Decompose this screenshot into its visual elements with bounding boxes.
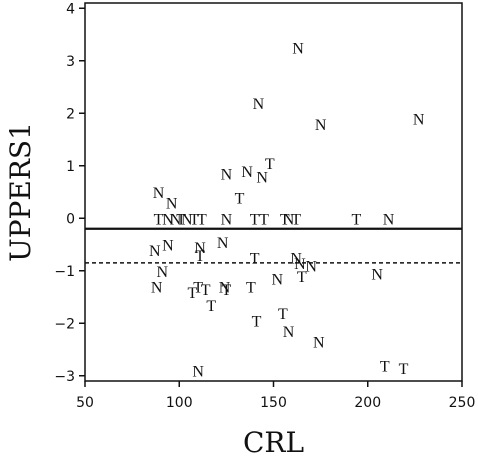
point-marker-n: N: [241, 164, 253, 181]
x-axis-title: CRL: [243, 426, 304, 459]
point-marker-t: T: [235, 190, 245, 207]
point-marker-n: N: [383, 211, 395, 228]
point-marker-t: T: [278, 306, 288, 323]
point-marker-n: N: [181, 211, 193, 228]
point-marker-t: T: [189, 211, 199, 228]
x-tick-label: 200: [354, 395, 381, 411]
point-marker-t: T: [297, 269, 307, 286]
x-tick-label: 150: [260, 395, 287, 411]
point-marker-n: N: [305, 259, 317, 276]
y-tick-label: 1: [66, 159, 75, 175]
y-tick-label: 2: [66, 106, 75, 122]
point-marker-n: N: [192, 364, 204, 381]
y-tick-label: 0: [66, 211, 75, 227]
y-axis-title: UPPERS1: [4, 122, 37, 262]
point-marker-n: N: [153, 185, 165, 202]
point-marker-n: N: [162, 211, 174, 228]
y-tick-label: 3: [66, 54, 75, 70]
point-marker-t: T: [246, 280, 256, 297]
x-tick-label: 100: [166, 395, 193, 411]
point-marker-t: T: [250, 251, 260, 268]
point-marker-n: N: [271, 272, 283, 289]
point-marker-n: N: [292, 41, 304, 58]
point-marker-t: T: [195, 248, 205, 265]
point-marker-n: N: [221, 167, 233, 184]
point-marker-t: T: [188, 285, 198, 302]
point-marker-t: T: [291, 211, 301, 228]
point-marker-n: N: [219, 280, 231, 297]
point-marker-t: T: [252, 314, 262, 331]
y-tick-label: −3: [54, 369, 75, 385]
point-marker-t: T: [250, 211, 260, 228]
point-marker-n: N: [149, 243, 161, 260]
point-marker-t: T: [154, 211, 164, 228]
x-tick-label: 250: [449, 395, 476, 411]
point-marker-t: T: [265, 156, 275, 173]
point-marker-n: N: [315, 117, 327, 134]
point-marker-t: T: [280, 211, 290, 228]
point-marker-t: T: [206, 298, 216, 315]
y-tick-label: −1: [54, 264, 75, 280]
point-marker-n: N: [283, 211, 295, 228]
point-marker-t: T: [221, 282, 231, 299]
point-marker-n: N: [256, 169, 268, 186]
point-marker-t: T: [352, 211, 362, 228]
point-marker-n: N: [170, 211, 182, 228]
x-tick-label: 50: [76, 395, 94, 411]
point-marker-t: T: [380, 358, 390, 375]
point-marker-t: T: [201, 282, 211, 299]
point-marker-n: N: [294, 256, 306, 273]
point-marker-n: N: [162, 238, 174, 255]
point-marker-n: N: [194, 240, 206, 257]
point-marker-t: T: [193, 280, 203, 297]
point-marker-n: N: [253, 96, 265, 113]
point-marker-t: T: [399, 361, 409, 378]
point-marker-n: N: [166, 196, 178, 213]
point-marker-n: N: [283, 324, 295, 341]
point-marker-n: N: [151, 280, 163, 297]
point-marker-t: T: [176, 211, 186, 228]
point-marker-t: T: [259, 211, 269, 228]
point-marker-n: N: [217, 235, 229, 252]
y-tick-label: −2: [54, 316, 75, 332]
point-marker-n: N: [413, 112, 425, 129]
point-marker-n: N: [221, 211, 233, 228]
point-marker-n: N: [157, 264, 169, 281]
plot-frame: [84, 2, 463, 382]
point-marker-n: N: [313, 335, 325, 352]
point-marker-n: N: [290, 251, 302, 268]
y-tick-label: 4: [66, 1, 75, 17]
point-marker-n: N: [371, 266, 383, 283]
point-marker-t: T: [197, 211, 207, 228]
